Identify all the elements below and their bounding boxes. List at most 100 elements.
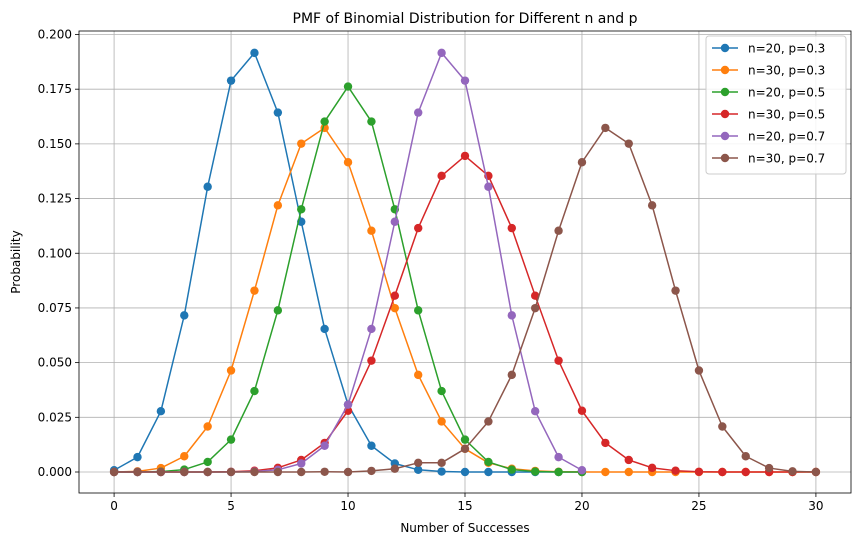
data-point	[226, 467, 236, 477]
y-tick-label: 0.000	[38, 465, 72, 479]
data-point	[133, 467, 142, 477]
data-point	[460, 151, 470, 161]
data-point	[320, 467, 329, 476]
x-tick-label: 30	[808, 499, 823, 513]
data-point	[694, 467, 704, 476]
data-point	[133, 452, 142, 462]
data-point	[601, 123, 610, 133]
data-point	[507, 223, 516, 233]
data-point	[414, 458, 423, 468]
series-layer	[109, 48, 821, 477]
data-point	[414, 306, 423, 315]
legend-label: n=30, p=0.3	[748, 64, 825, 78]
data-point	[250, 386, 259, 396]
data-point	[203, 422, 212, 431]
data-point	[741, 452, 750, 461]
data-point	[367, 356, 376, 365]
data-point	[203, 457, 212, 467]
data-point	[718, 422, 727, 431]
data-point	[460, 467, 470, 477]
data-point	[226, 435, 236, 444]
y-tick-label: 0.075	[38, 301, 72, 315]
data-point	[320, 324, 329, 334]
data-point	[320, 117, 329, 126]
y-tick-label: 0.100	[38, 246, 72, 260]
data-point	[203, 467, 212, 477]
data-point	[530, 303, 540, 313]
data-point	[554, 356, 563, 365]
legend-label: n=20, p=0.3	[748, 42, 825, 56]
data-point	[390, 303, 400, 313]
data-point	[343, 158, 353, 167]
legend-label: n=20, p=0.7	[748, 130, 825, 144]
y-tick-label: 0.175	[38, 82, 72, 96]
data-point	[320, 441, 329, 450]
data-point	[507, 370, 516, 380]
x-tick-label: 10	[340, 499, 355, 513]
data-point	[437, 386, 446, 396]
data-point	[367, 226, 376, 235]
x-tick-label: 20	[574, 499, 589, 513]
data-point	[343, 467, 353, 477]
data-point	[273, 108, 283, 117]
data-point	[250, 467, 259, 477]
data-point	[601, 438, 610, 448]
legend-item: n=20, p=0.3	[712, 42, 825, 56]
data-point	[180, 311, 189, 320]
legend-item: n=30, p=0.3	[712, 64, 825, 78]
data-point	[437, 467, 446, 476]
data-point	[554, 226, 563, 235]
data-point	[343, 400, 353, 409]
data-point	[507, 311, 516, 320]
data-point	[764, 463, 774, 473]
data-point	[414, 108, 423, 117]
x-tick-label: 15	[457, 499, 472, 513]
x-tick-label: 0	[110, 499, 118, 513]
chart-title: PMF of Binomial Distribution for Differe…	[293, 11, 638, 27]
axis-ticks: 0 5 10 15 20 25 30 0.000 0.025 0.050 0.075 0.100 0.1…	[38, 28, 824, 514]
legend-marker	[720, 153, 730, 163]
data-point	[203, 182, 212, 191]
data-point	[367, 324, 376, 334]
data-point	[390, 291, 400, 300]
data-point	[273, 467, 283, 477]
data-point	[484, 182, 493, 191]
data-point	[530, 467, 540, 476]
data-point	[437, 458, 446, 468]
data-point	[297, 139, 306, 148]
data-point	[530, 291, 540, 300]
data-point	[297, 459, 306, 468]
y-tick-label: 0.025	[38, 410, 72, 424]
data-point	[437, 48, 446, 58]
legend-marker	[720, 65, 730, 75]
data-point	[437, 417, 446, 426]
data-point	[484, 467, 493, 477]
y-tick-label: 0.150	[38, 137, 72, 151]
data-point	[741, 467, 750, 477]
data-point	[390, 464, 400, 473]
data-point	[367, 466, 376, 476]
legend-marker	[720, 131, 730, 141]
data-point	[273, 201, 283, 210]
data-point	[624, 139, 633, 148]
data-point	[647, 463, 657, 473]
x-tick-label: 25	[691, 499, 706, 513]
y-tick-label: 0.125	[38, 192, 72, 206]
y-axis-label: Probability	[9, 230, 23, 293]
y-tick-label: 0.050	[38, 356, 72, 370]
data-point	[437, 171, 446, 181]
legend-box	[705, 35, 847, 175]
x-axis-label: Number of Successes	[400, 521, 529, 535]
data-point	[390, 217, 400, 226]
data-point	[297, 467, 306, 477]
data-point	[530, 406, 540, 416]
legend-marker	[720, 43, 730, 53]
data-point	[484, 417, 493, 426]
data-point	[367, 441, 376, 450]
data-point	[577, 466, 587, 475]
data-point	[460, 444, 470, 454]
data-point	[414, 223, 423, 233]
legend-marker	[720, 87, 730, 97]
legend-item: n=30, p=0.5	[712, 108, 825, 122]
data-point	[694, 366, 704, 375]
